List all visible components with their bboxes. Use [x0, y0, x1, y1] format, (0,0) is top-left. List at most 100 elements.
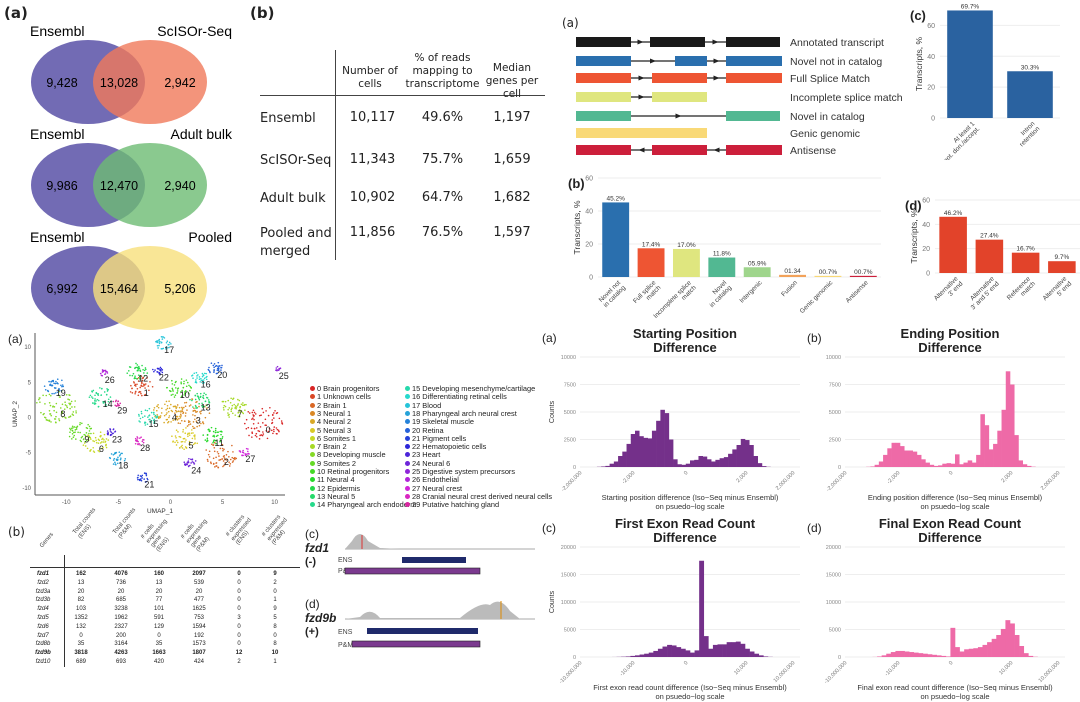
cell-point: [181, 440, 184, 443]
cell-point: [131, 392, 134, 394]
legend-label: 8 Developing muscle: [317, 450, 386, 460]
cell-point: [213, 363, 216, 365]
cell-point: [187, 465, 190, 468]
cell-point: [140, 478, 142, 480]
cell-point: [269, 406, 271, 409]
cluster-label: 11: [214, 438, 223, 448]
histogram-bin: [651, 430, 657, 467]
histogram-bin: [643, 437, 648, 467]
gene-value: 2: [237, 659, 241, 665]
cell-point: [143, 422, 146, 424]
cell-point: [192, 377, 194, 379]
cell-point: [156, 344, 159, 347]
cell-point: [142, 385, 145, 387]
cell-point: [141, 440, 144, 443]
histogram-bin: [625, 656, 631, 657]
legend-swatch: [405, 394, 410, 400]
cell-point: [160, 367, 163, 370]
cell-point: [188, 423, 190, 426]
legend-item: 4 Neural 2: [310, 418, 351, 426]
y-tick-label: 20: [922, 246, 930, 253]
cell-point: [190, 387, 193, 389]
cell-point: [153, 406, 156, 409]
cell-point: [82, 444, 85, 446]
cell-point: [112, 463, 115, 465]
cell-point: [180, 410, 182, 413]
legend-swatch: [310, 402, 315, 408]
cell-point: [42, 394, 44, 397]
cell-point: [71, 413, 74, 415]
legend-swatch: [405, 435, 410, 441]
histogram-bin: [976, 454, 981, 467]
cell-point: [240, 403, 243, 406]
exon-block: [675, 56, 707, 66]
cell-point: [99, 431, 102, 434]
histogram-bin: [656, 420, 661, 467]
chart-title: First Exon Read Count: [615, 516, 756, 531]
cell-point: [227, 412, 229, 414]
exon-block: [726, 73, 782, 83]
bar-chart-structural-categories: 0 20 40 60 Transcripts, % (b) 45.2% Novel notin…: [568, 176, 881, 320]
cell-point: [117, 456, 119, 459]
cell-point: [168, 400, 170, 403]
bar: [743, 267, 771, 277]
bar: [1048, 261, 1076, 273]
histogram-bin: [630, 655, 636, 657]
cell-point: [178, 406, 181, 409]
cell-point: [93, 451, 96, 453]
legend-item: 0 Brain progenitors: [310, 384, 379, 393]
cell-point: [112, 428, 115, 430]
cell-point: [165, 348, 167, 350]
cell-point: [72, 414, 75, 416]
cell-point: [187, 420, 190, 422]
cell-point: [264, 418, 267, 421]
cell-point: [275, 427, 278, 429]
cell-point: [175, 436, 177, 439]
bar-value-label: 01.34: [784, 268, 801, 275]
venn-overlap-count: 15,464: [100, 282, 138, 296]
cell-point: [143, 394, 146, 396]
cell-point: [242, 402, 244, 404]
cell-point: [118, 451, 121, 453]
cell-point: [185, 385, 188, 388]
cell-point: [181, 408, 184, 411]
histogram-bin: [745, 648, 750, 657]
cell-point: [53, 406, 56, 408]
track-panel-label: (c): [305, 527, 319, 541]
cell-point: [142, 368, 144, 371]
cell-point: [176, 404, 179, 406]
cell-point: [257, 429, 259, 432]
histogram-bin: [644, 653, 650, 657]
histogram-bin: [984, 425, 990, 467]
cell-point: [205, 376, 207, 379]
histogram-bin: [715, 459, 720, 467]
cell-point: [176, 441, 179, 444]
cell-point: [109, 428, 111, 430]
cell-point: [254, 434, 257, 437]
histogram-bin: [904, 450, 909, 467]
cell-point: [63, 408, 66, 410]
cell-point: [221, 447, 224, 450]
histogram-bin: [749, 651, 755, 657]
cell-point: [107, 439, 110, 441]
cell-point: [252, 417, 254, 419]
cell-point: [71, 438, 73, 440]
legend-item: 1 Unknown cells: [310, 393, 371, 401]
cell-point: [168, 407, 171, 410]
cell-point: [105, 394, 108, 396]
y-tick-label: 20: [927, 85, 935, 92]
gene-name: fzd1: [37, 571, 49, 577]
cell-point: [38, 398, 40, 401]
category-label: Antisense: [845, 279, 870, 304]
histogram-bin: [639, 654, 645, 657]
cell-point: [186, 409, 188, 411]
direction-arrow-icon: [638, 147, 645, 153]
x-tick-label: 0: [948, 470, 954, 476]
cell-point: [228, 407, 231, 409]
cell-point: [213, 434, 215, 437]
histogram-bin: [945, 656, 951, 657]
histogram-bin: [913, 652, 919, 657]
histogram-bin: [648, 652, 654, 657]
